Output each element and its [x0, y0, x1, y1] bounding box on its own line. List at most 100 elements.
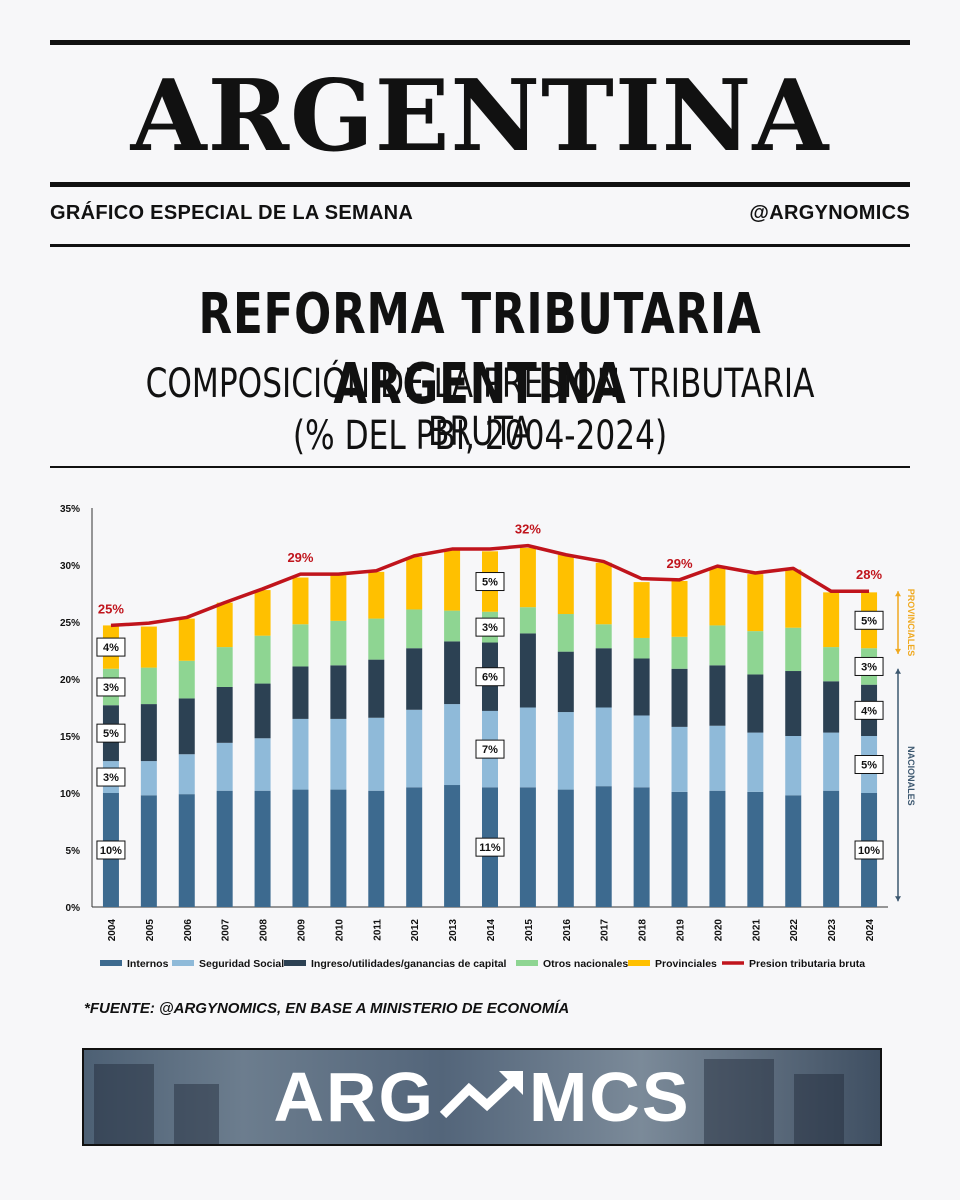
logo-text-right: MCS — [529, 1058, 691, 1136]
segment-label: 5% — [482, 577, 498, 589]
segment-label-box — [475, 837, 505, 857]
line-data-label: 29% — [287, 550, 313, 565]
bar-segment — [178, 754, 195, 795]
bar-segment — [557, 712, 574, 790]
x-tick-label: 2020 — [713, 919, 724, 942]
segment-label: 5% — [103, 728, 119, 740]
bar-segment — [747, 674, 764, 733]
bar-segment — [709, 625, 726, 666]
logo-text-left: ARG — [273, 1058, 435, 1136]
x-tick-label: 2009 — [296, 919, 307, 942]
bar-segment — [557, 789, 574, 907]
nacionales-arrow-top — [895, 668, 901, 674]
bar-segment — [785, 671, 802, 736]
bar-segment — [140, 704, 157, 762]
y-tick-label: 5% — [66, 846, 81, 857]
legend-swatch — [284, 960, 306, 966]
legend-label: Ingreso/utilidades/ganancias de capital — [311, 958, 507, 970]
bar-segment — [785, 795, 802, 907]
bar-segment — [368, 717, 385, 791]
nacionales-label: NACIONALES — [906, 746, 916, 806]
bar-segment — [292, 624, 309, 667]
segment-label-box — [854, 610, 884, 630]
bar-segment — [633, 715, 650, 788]
logo-banner: ARG MCS — [82, 1048, 882, 1146]
bar-segment — [595, 786, 612, 907]
bar-segment — [216, 790, 233, 907]
segment-label-box — [475, 739, 505, 759]
bar-segment — [444, 785, 461, 907]
section-tag: GRÁFICO ESPECIAL DE LA SEMANA — [50, 202, 414, 224]
bar-segment — [216, 602, 233, 648]
x-tick-label: 2006 — [183, 919, 194, 942]
bar-segment — [671, 580, 688, 637]
bar-segment — [747, 732, 764, 792]
bar-segment — [292, 718, 309, 790]
bar-segment — [823, 592, 840, 648]
author-handle: @ARGYNOMICS — [749, 202, 910, 224]
legend-swatch — [172, 960, 194, 966]
x-tick-label: 2007 — [221, 919, 232, 942]
segment-label-box — [96, 767, 126, 787]
bar-segment — [140, 795, 157, 907]
legend-label: Internos — [127, 958, 169, 970]
legend-swatch — [100, 960, 122, 966]
y-tick-label: 25% — [60, 618, 80, 629]
segment-label-box — [475, 617, 505, 637]
bar-segment — [595, 624, 612, 649]
bar-segment — [709, 725, 726, 791]
x-tick-label: 2014 — [486, 919, 497, 942]
segment-label-box — [854, 656, 884, 676]
bar-segment — [140, 761, 157, 796]
segment-label: 10% — [858, 845, 880, 857]
legend-label: Provinciales — [655, 958, 717, 970]
series-line — [110, 543, 870, 628]
page-subtitle: COMPOSICIÓN DE LA PRESION TRIBUTARIA BRU… — [145, 361, 815, 455]
bar-segment — [254, 635, 271, 684]
bar-segment — [254, 790, 271, 907]
legend-label: Presion tributaria bruta — [749, 958, 865, 970]
bar-segment — [178, 618, 195, 661]
bar-segment — [633, 787, 650, 907]
segment-label: 3% — [861, 661, 877, 673]
x-tick-label: 2021 — [751, 919, 762, 942]
bar-segment — [557, 614, 574, 652]
segment-label: 3% — [482, 622, 498, 634]
bar-segment — [519, 633, 536, 708]
bar-segment — [709, 665, 726, 726]
x-tick-label: 2004 — [107, 919, 118, 942]
bar-segment — [823, 790, 840, 907]
bar-segment — [823, 647, 840, 682]
bar-segment — [368, 659, 385, 718]
x-tick-label: 2016 — [562, 919, 573, 942]
bar-segment — [330, 620, 347, 666]
line-data-label: 32% — [515, 522, 541, 537]
page-subtitle-units: (% DEL PBI, 2004-2024) — [292, 413, 668, 459]
segment-label: 4% — [103, 642, 119, 654]
line-data-label: 28% — [856, 567, 882, 582]
bar-segment — [140, 626, 157, 668]
y-tick-label: 20% — [60, 675, 80, 686]
title-rule — [50, 466, 910, 468]
bar-segment — [633, 637, 650, 659]
x-tick-label: 2012 — [410, 919, 421, 942]
bar-segment — [140, 667, 157, 705]
y-tick-label: 10% — [60, 789, 80, 800]
x-tick-label: 2017 — [600, 919, 611, 942]
segment-label: 5% — [861, 760, 877, 772]
segment-label-box — [96, 723, 126, 743]
segment-label-box — [475, 572, 505, 592]
segment-label-box — [96, 677, 126, 697]
logo: ARG MCS — [84, 1050, 880, 1144]
y-tick-label: 30% — [60, 561, 80, 572]
bar-segment — [747, 631, 764, 675]
segment-label-box — [854, 700, 884, 720]
segment-label: 11% — [479, 842, 501, 854]
bar-segment — [519, 547, 536, 608]
bar-segment — [406, 609, 423, 649]
bar-segment — [178, 794, 195, 907]
segment-label-box — [475, 667, 505, 687]
segment-label-box — [854, 840, 884, 860]
provinciales-arrow-top — [895, 591, 901, 597]
bar-segment — [292, 666, 309, 719]
